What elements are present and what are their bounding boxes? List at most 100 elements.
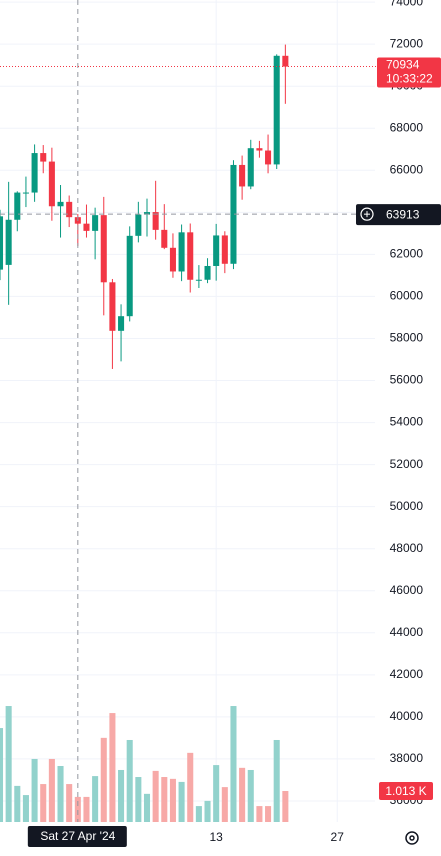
- candle-body: [135, 214, 142, 236]
- candle-body: [22, 192, 29, 194]
- candle-body: [31, 153, 38, 193]
- volume-bar: [256, 806, 263, 822]
- candle-body: [118, 316, 125, 331]
- candle-body: [187, 232, 194, 280]
- volume-bar: [169, 778, 176, 822]
- settings-button[interactable]: [405, 831, 419, 845]
- y-tick-label: 74000: [390, 0, 424, 8]
- candle-body: [247, 148, 254, 187]
- volume: [0, 706, 289, 822]
- countdown-label: 10:33:22: [386, 72, 433, 86]
- volume-bar: [187, 752, 194, 822]
- gear-icon[interactable]: [405, 831, 419, 845]
- candle-body: [40, 153, 47, 162]
- candle-body: [57, 201, 64, 207]
- y-tick-label: 56000: [390, 373, 424, 387]
- candle-body: [66, 201, 73, 218]
- candle-body: [213, 235, 220, 266]
- volume-bar: [74, 796, 81, 822]
- volume-bar: [48, 758, 55, 822]
- candle-body: [5, 219, 12, 265]
- volume-bar: [135, 777, 142, 822]
- last-price-box: [377, 57, 441, 88]
- y-tick-label: 42000: [390, 667, 424, 681]
- candle-body: [152, 212, 159, 230]
- y-tick-label: 38000: [390, 751, 424, 765]
- candle-body: [143, 212, 151, 215]
- volume-bar: [14, 785, 21, 822]
- candle-body: [126, 235, 133, 317]
- candle-body: [239, 164, 246, 187]
- candle-body: [221, 235, 228, 264]
- volume-bar: [221, 787, 228, 822]
- y-tick-label: 46000: [390, 583, 424, 597]
- volume-bar: [83, 796, 90, 822]
- grid: [0, 0, 375, 822]
- add-alert-icon: [360, 207, 374, 221]
- crosshair-price-box: [356, 204, 441, 226]
- volume-bar: [178, 781, 185, 822]
- candle-body: [92, 215, 99, 231]
- volume-bar: [92, 776, 99, 822]
- candle-body: [282, 55, 289, 67]
- volume-bar: [118, 769, 125, 822]
- volume-bar: [213, 765, 220, 822]
- candle-body: [83, 223, 90, 231]
- candle-body: [265, 150, 272, 165]
- y-tick-label: 60000: [390, 289, 424, 303]
- candle-body: [195, 279, 202, 281]
- last-price-label: 70934: [386, 58, 420, 72]
- candle-body: [230, 164, 237, 264]
- y-tick-label: 52000: [390, 457, 424, 471]
- candle-body: [178, 232, 185, 272]
- y-tick-label: 72000: [390, 36, 424, 50]
- volume-label: 1.013 K: [385, 784, 426, 798]
- candle-body: [169, 247, 176, 272]
- volume-bar: [204, 800, 211, 822]
- y-tick-label: 50000: [390, 499, 424, 513]
- candle-body: [273, 55, 280, 165]
- y-tick-label: 54000: [390, 415, 424, 429]
- candle-body: [0, 216, 4, 270]
- candle-body: [204, 265, 211, 280]
- volume-bar: [5, 706, 12, 822]
- gear-center: [409, 835, 415, 841]
- candle-body: [14, 192, 21, 220]
- y-tick-label: 62000: [390, 247, 424, 261]
- volume-label-box: [379, 782, 433, 801]
- volume-bar: [31, 758, 38, 822]
- volume-bar: [230, 706, 237, 822]
- volume-bar: [273, 739, 280, 822]
- volume-bar: [282, 791, 289, 822]
- y-tick-label: 58000: [390, 331, 424, 345]
- candle-body: [109, 282, 116, 331]
- crosshair-date-box: [27, 826, 127, 847]
- volume-bar: [239, 767, 246, 822]
- y-tick-label: 48000: [390, 541, 424, 555]
- volume-bar: [57, 766, 64, 822]
- y-tick-label: 44000: [390, 625, 424, 639]
- volume-bar: [152, 770, 159, 822]
- candle-body: [161, 229, 168, 248]
- candle-body: [48, 161, 55, 207]
- volume-bar: [161, 777, 168, 822]
- candles: [0, 44, 289, 369]
- volume-bar: [195, 806, 202, 822]
- y-tick-label: 66000: [390, 162, 424, 176]
- candle-body: [100, 215, 107, 283]
- volume-bar: [100, 737, 107, 822]
- volume-bar: [109, 713, 116, 822]
- y-tick-label: 68000: [390, 120, 424, 134]
- volume-bar: [0, 728, 4, 822]
- volume-bar: [143, 793, 151, 822]
- crosshair-price-label: 63913: [386, 207, 420, 221]
- volume-bar: [247, 769, 254, 822]
- volume-bar: [66, 784, 73, 822]
- x-tick-label: 13: [209, 830, 223, 844]
- volume-bar: [22, 795, 29, 822]
- y-tick-label: 40000: [390, 709, 424, 723]
- volume-bar: [126, 739, 133, 822]
- candle-body: [256, 148, 263, 151]
